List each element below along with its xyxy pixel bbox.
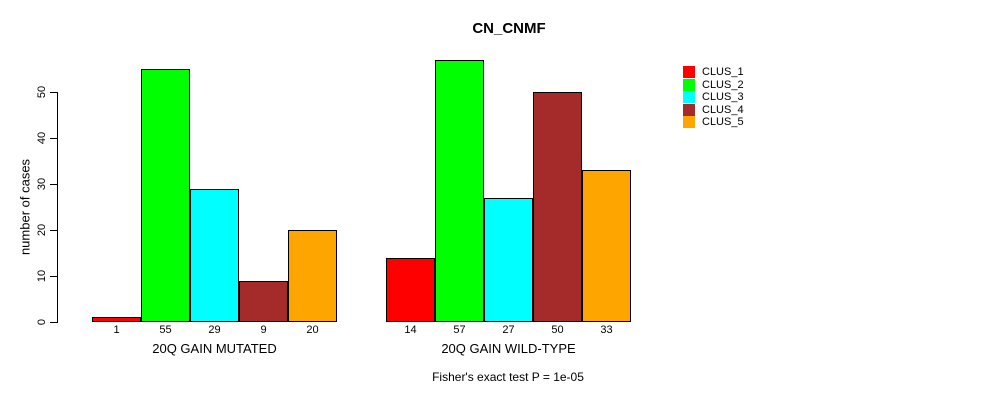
- y-tick-mark: [50, 183, 57, 185]
- bar-clus_3-2: [484, 197, 533, 322]
- y-tick-label: 50: [36, 85, 48, 99]
- x-category-label: 20Q GAIN MUTATED: [152, 341, 277, 356]
- bar-clus_5-1: [288, 230, 337, 322]
- y-tick-label: 30: [36, 177, 48, 191]
- bar-value-label: 29: [208, 324, 221, 336]
- legend-row: CLUS_4: [683, 103, 744, 116]
- legend-row: CLUS_3: [683, 91, 744, 103]
- fisher-test-annotation: Fisher's exact test P = 1e-05: [432, 370, 584, 384]
- x-category-label: 20Q GAIN WILD-TYPE: [441, 341, 576, 356]
- bar-clus_3-1: [190, 188, 239, 322]
- legend: CLUS_1 CLUS_2 CLUS_3 CLUS_4 CLUS_5: [683, 66, 744, 129]
- legend-label: CLUS_1: [702, 66, 744, 78]
- y-tick-label: 20: [36, 223, 48, 237]
- y-tick-label: 40: [36, 131, 48, 145]
- y-tick-mark: [50, 137, 57, 139]
- legend-label: CLUS_4: [702, 103, 744, 116]
- bar-value-label: 33: [600, 324, 613, 336]
- bar-clus_2-1: [141, 69, 190, 322]
- legend-row: CLUS_2: [683, 78, 744, 91]
- legend-swatch-clus_4: [683, 103, 695, 116]
- y-tick-mark: [50, 275, 57, 277]
- bar-clus_1-2: [386, 257, 435, 322]
- y-axis-label: number of cases: [17, 158, 33, 256]
- bar-clus_1-1: [92, 317, 141, 322]
- bar-value-label: 9: [260, 324, 267, 336]
- bar-value-label: 55: [159, 324, 172, 336]
- y-tick-mark: [50, 321, 57, 323]
- bar-value-label: 14: [404, 324, 417, 336]
- legend-swatch-clus_3: [683, 91, 695, 103]
- bar-value-label: 27: [502, 324, 515, 336]
- y-axis-line: [57, 92, 58, 323]
- legend-row: CLUS_1: [683, 66, 744, 78]
- bar-clus_2-2: [435, 59, 484, 322]
- bar-value-label: 1: [113, 324, 120, 336]
- y-tick-mark: [50, 91, 57, 93]
- bar-value-label: 50: [551, 324, 564, 336]
- legend-swatch-clus_1: [683, 66, 695, 78]
- bar-clus_5-2: [582, 170, 631, 322]
- legend-label: CLUS_3: [702, 91, 744, 103]
- bar-value-label: 20: [306, 324, 319, 336]
- bar-clus_4-1: [239, 280, 288, 322]
- y-tick-label: 10: [36, 269, 48, 283]
- chart-title: CN_CNMF: [472, 20, 546, 37]
- bar-value-label: 57: [453, 324, 466, 336]
- legend-swatch-clus_2: [683, 78, 695, 91]
- y-tick-mark: [50, 229, 57, 231]
- legend-row: CLUS_5: [683, 116, 744, 128]
- legend-label: CLUS_2: [702, 78, 744, 91]
- bar-clus_4-2: [533, 92, 582, 322]
- legend-label: CLUS_5: [702, 116, 744, 128]
- legend-swatch-clus_5: [683, 116, 695, 128]
- y-tick-label: 0: [36, 318, 48, 326]
